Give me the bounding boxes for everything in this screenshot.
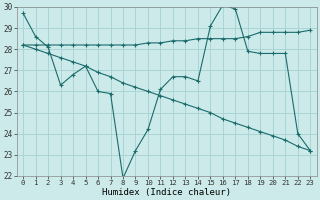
X-axis label: Humidex (Indice chaleur): Humidex (Indice chaleur) (102, 188, 231, 197)
